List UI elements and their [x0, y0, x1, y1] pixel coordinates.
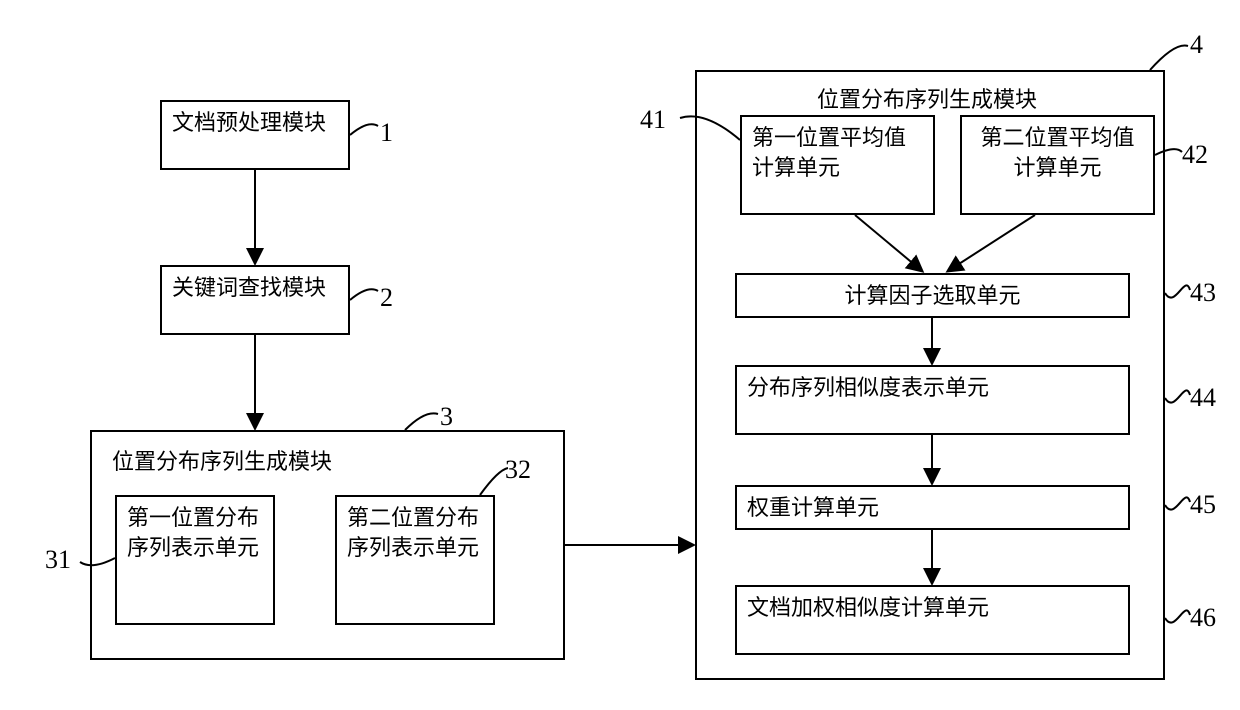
- node-label: 计算因子选取单元: [844, 281, 1020, 311]
- container-title: 位置分布序列生成模块: [112, 444, 332, 476]
- node-label: 第二位置平均值计算单元: [972, 123, 1143, 182]
- node-keyword-search: 关键词查找模块: [160, 265, 350, 335]
- ref-label-45: 45: [1190, 490, 1216, 520]
- ref-label-32: 32: [505, 455, 531, 485]
- node-label: 文档预处理模块: [172, 108, 326, 138]
- node-second-avg-unit: 第二位置平均值计算单元: [960, 115, 1155, 215]
- node-label: 关键词查找模块: [172, 273, 326, 303]
- ref-label-41: 41: [640, 105, 666, 135]
- ref-label-44: 44: [1190, 383, 1216, 413]
- node-first-seq-unit: 第一位置分布序列表示单元: [115, 495, 275, 625]
- node-second-seq-unit: 第二位置分布序列表示单元: [335, 495, 495, 625]
- node-factor-select-unit: 计算因子选取单元: [735, 273, 1130, 318]
- node-label: 文档加权相似度计算单元: [747, 593, 989, 623]
- ref-label-4: 4: [1190, 30, 1203, 60]
- node-weighted-sim-unit: 文档加权相似度计算单元: [735, 585, 1130, 655]
- node-label: 分布序列相似度表示单元: [747, 373, 989, 403]
- node-label: 第一位置分布序列表示单元: [127, 503, 263, 562]
- ref-label-2: 2: [380, 283, 393, 313]
- node-label: 第一位置平均值计算单元: [752, 123, 923, 182]
- node-label: 第二位置分布序列表示单元: [347, 503, 483, 562]
- container-title: 位置分布序列生成模块: [817, 82, 1037, 114]
- ref-label-3: 3: [440, 402, 453, 432]
- ref-label-43: 43: [1190, 278, 1216, 308]
- ref-label-31: 31: [45, 545, 71, 575]
- ref-label-1: 1: [380, 118, 393, 148]
- node-similarity-repr-unit: 分布序列相似度表示单元: [735, 365, 1130, 435]
- node-label: 权重计算单元: [747, 493, 879, 523]
- ref-label-46: 46: [1190, 603, 1216, 633]
- node-first-avg-unit: 第一位置平均值计算单元: [740, 115, 935, 215]
- node-weight-calc-unit: 权重计算单元: [735, 485, 1130, 530]
- node-doc-preprocess: 文档预处理模块: [160, 100, 350, 170]
- ref-label-42: 42: [1182, 140, 1208, 170]
